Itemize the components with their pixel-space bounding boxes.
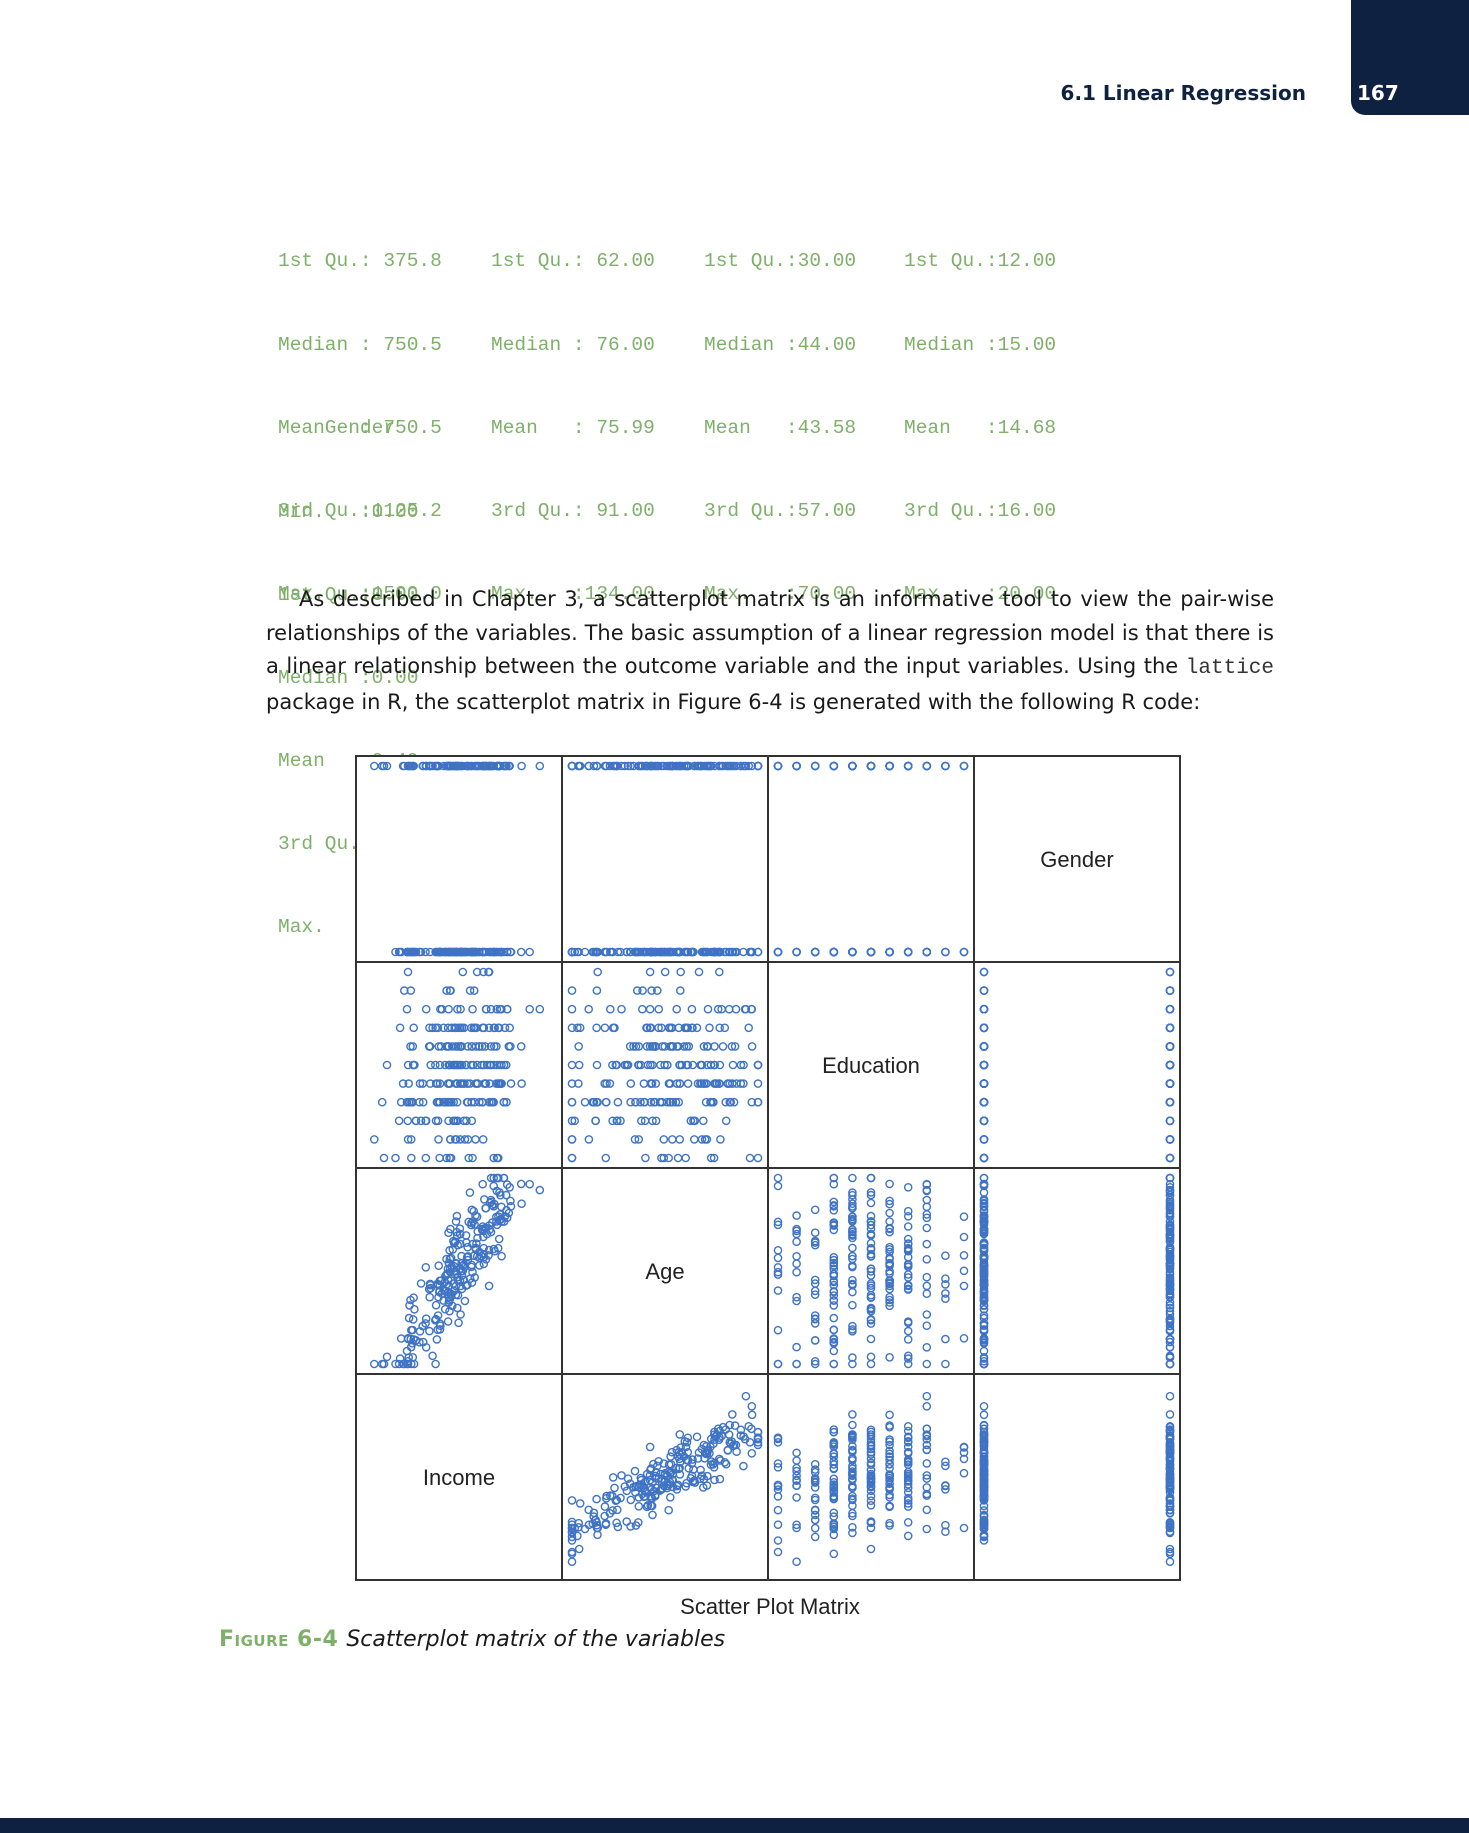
panel-income-vs-income: Income [356,1374,562,1580]
footer-bar [0,1818,1469,1833]
summary-cell: Median :15.00 [904,332,1056,360]
summary-column-3: 1st Qu.:30.00 Median :44.00 Mean :43.58 … [704,193,856,636]
panel-education-vs-gender [974,962,1180,1168]
panels-group: Gender Education Age Income [356,756,1180,1580]
diagonal-label: Age [645,1259,684,1284]
summary-cell: 3rd Qu.: 91.00 [491,498,655,526]
summary-cell: Mean : 75.99 [491,415,655,443]
summary-cell: Median : 76.00 [491,332,655,360]
gender-header: Gender [278,415,418,443]
summary-cell: Mean :14.68 [904,415,1056,443]
chart-title: Scatter Plot Matrix [680,1594,860,1619]
diagonal-label: Income [423,1465,495,1490]
section-title: 6.1 Linear Regression [1061,81,1306,105]
panel-border [356,756,562,962]
caption-text: Scatterplot matrix of the variables [346,1627,725,1652]
body-text-part: package in R, the scatterplot matrix in … [266,690,1200,714]
panel-border [562,756,768,962]
panel-border [974,1168,1180,1374]
summary-column-2: 1st Qu.: 62.00 Median : 76.00 Mean : 75.… [491,193,655,636]
summary-cell: 1st Qu.:30.00 [704,248,856,276]
figure-label: Figure 6-4 [219,1627,338,1652]
summary-cell: Median : 750.5 [278,332,442,360]
panel-border [768,756,974,962]
summary-column-4: 1st Qu.:12.00 Median :15.00 Mean :14.68 … [904,193,1056,636]
panel-income-vs-gender [974,1374,1180,1580]
panel-border [974,1374,1180,1580]
summary-cell: 3rd Qu.:57.00 [704,498,856,526]
panel-gender-vs-education [768,756,974,962]
panel-border [974,962,1180,1168]
summary-cell: Min. :0.00 [278,499,418,527]
summary-cell: 3rd Qu.:16.00 [904,498,1056,526]
panel-age-vs-income [356,1168,562,1374]
panel-gender-vs-gender: Gender [974,756,1180,962]
scatterplot-matrix: Gender Education Age Income Scatter Plot Ma… [350,750,1190,1620]
panel-gender-vs-age [562,756,768,962]
body-paragraph: As described in Chapter 3, a scatterplot… [266,583,1274,719]
panel-education-vs-income [356,962,562,1168]
panel-age-vs-education [768,1168,974,1374]
summary-cell: 1st Qu.: 62.00 [491,248,655,276]
panel-age-vs-age: Age [562,1168,768,1374]
diagonal-label: Gender [1040,847,1113,872]
body-text-part: As described in Chapter 3, a scatterplot… [266,587,1274,678]
panel-income-vs-age [562,1374,768,1580]
panel-gender-vs-income [356,756,562,962]
panel-education-vs-education: Education [768,962,974,1168]
diagonal-label: Education [822,1053,920,1078]
summary-cell: Median :44.00 [704,332,856,360]
page-number: 167 [1357,81,1417,105]
panel-age-vs-gender [974,1168,1180,1374]
panel-education-vs-age [562,962,768,1168]
summary-cell: Mean :43.58 [704,415,856,443]
figure-caption: Figure 6-4 Scatterplot matrix of the vari… [219,1627,725,1652]
inline-code: lattice [1186,657,1274,680]
summary-cell: 1st Qu.:12.00 [904,248,1056,276]
panel-income-vs-education [768,1374,974,1580]
summary-cell: 1st Qu.: 375.8 [278,248,442,276]
